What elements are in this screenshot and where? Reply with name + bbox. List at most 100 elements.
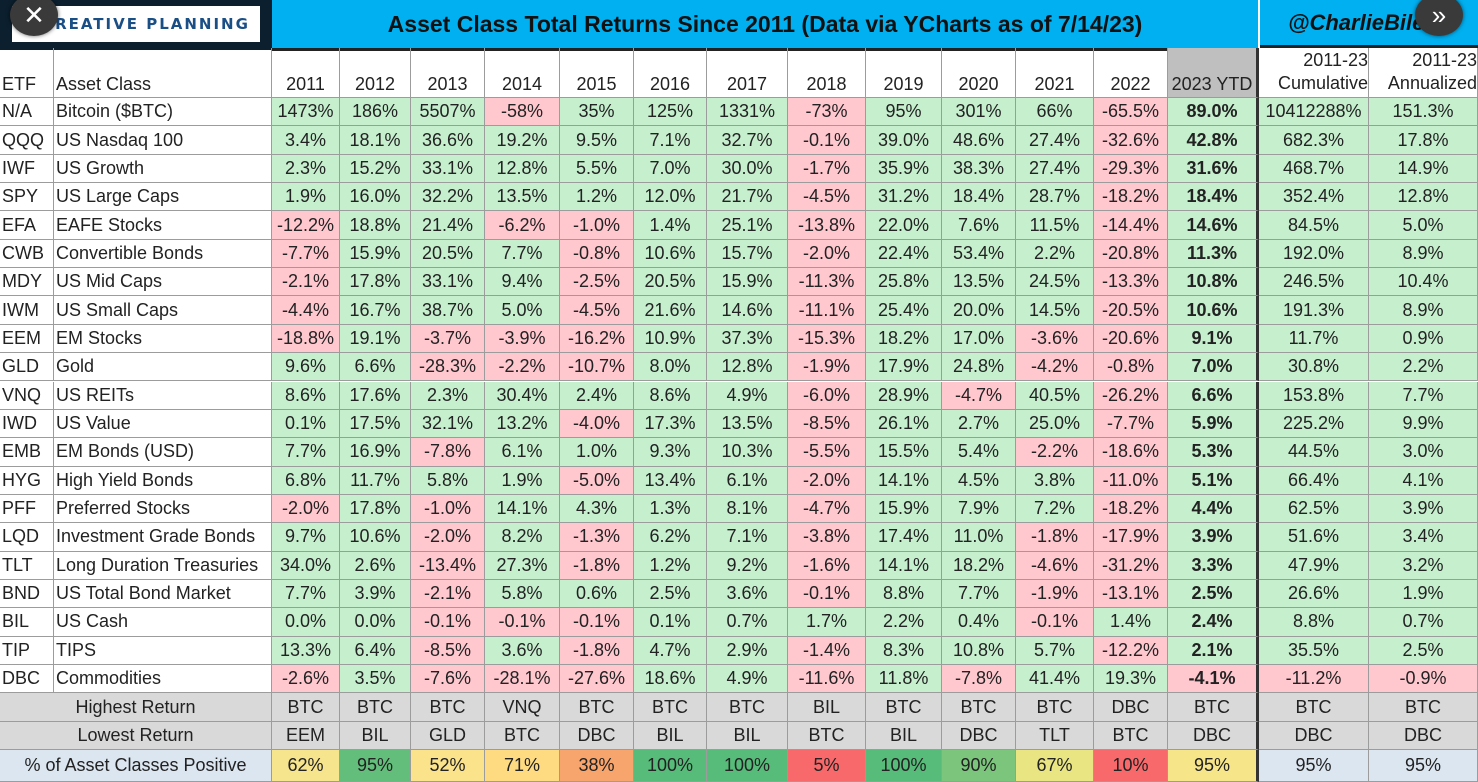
column-header-year: 2019 [866,48,942,98]
return-cell: -13.4% [411,551,485,580]
annualized-return-cell: 8.9% [1369,239,1478,269]
return-cell: 13.4% [634,466,707,495]
return-cell: 25.0% [1016,409,1094,439]
return-cell: -3.9% [485,324,560,354]
annualized-return-cell: 14.9% [1369,154,1478,184]
etf-ticker: GLD [0,353,54,382]
return-cell: 7.7% [272,579,340,609]
lowest-return-cell: DBC [1369,721,1478,751]
cumulative-return-cell: 62.5% [1259,494,1369,524]
return-cell: -1.0% [411,494,485,524]
return-cell: 8.8% [866,579,942,609]
return-cell: -0.1% [788,126,866,155]
annualized-return-cell: 12.8% [1369,183,1478,212]
next-icon[interactable]: » [1415,0,1463,36]
annualized-return-cell: 151.3% [1369,98,1478,127]
return-cell: -2.0% [411,523,485,552]
return-cell: -20.5% [1094,296,1168,325]
return-cell: 15.9% [866,494,942,524]
cumulative-return-cell: 153.8% [1259,381,1369,410]
lowest-return-cell: BIL [707,721,788,751]
return-cell: 18.2% [942,551,1016,580]
return-cell: 2.2% [1016,239,1094,269]
return-cell: 10.8% [942,636,1016,665]
percent-positive-cell: 67% [1016,750,1094,782]
lowest-return-cell: BTC [485,721,560,751]
return-cell: 13.2% [485,409,560,439]
return-cell: 13.5% [942,268,1016,297]
return-cell: 18.1% [340,126,411,155]
cumulative-return-cell: 66.4% [1259,466,1369,495]
cumulative-return-cell: 352.4% [1259,183,1369,212]
return-cell: 5.7% [1016,636,1094,665]
return-cell: -1.3% [560,523,634,552]
asset-class-name: Commodities [54,665,272,694]
return-cell: 9.7% [272,523,340,552]
return-cell: -8.5% [788,409,866,439]
highest-return-cell: DBC [1094,693,1168,722]
return-cell: 28.7% [1016,183,1094,212]
return-cell: 5.1% [1168,466,1259,495]
return-cell: 17.4% [866,523,942,552]
return-cell: 2.7% [942,409,1016,439]
return-cell: -12.2% [272,211,340,240]
return-cell: 1.2% [560,183,634,212]
annualized-return-cell: 3.0% [1369,438,1478,467]
column-header-year: 2013 [411,48,485,98]
return-cell: 2.9% [707,636,788,665]
return-cell: 15.7% [707,239,788,269]
return-cell: 6.2% [634,523,707,552]
return-cell: 40.5% [1016,381,1094,410]
cumulative-return-cell: -11.2% [1259,665,1369,694]
return-cell: 36.6% [411,126,485,155]
return-cell: 4.4% [1168,494,1259,524]
return-cell: 19.2% [485,126,560,155]
highest-return-cell: BTC [634,693,707,722]
return-cell: 66% [1016,98,1094,127]
return-cell: -11.6% [788,665,866,694]
return-cell: 2.1% [1168,636,1259,665]
cumulative-return-cell: 51.6% [1259,523,1369,552]
return-cell: 8.6% [272,381,340,410]
return-cell: 5.8% [411,466,485,495]
return-cell: 41.4% [1016,665,1094,694]
etf-ticker: IWM [0,296,54,325]
return-cell: -4.7% [942,381,1016,410]
percent-positive-cell: 62% [272,750,340,782]
return-cell: 35% [560,98,634,127]
return-cell: -3.7% [411,324,485,354]
etf-ticker: MDY [0,268,54,297]
annualized-return-cell: 3.2% [1369,551,1478,580]
return-cell: 31.6% [1168,154,1259,184]
return-cell: -3.8% [788,523,866,552]
asset-class-name: Gold [54,353,272,382]
close-icon[interactable]: ✕ [10,0,58,36]
lowest-return-cell: BIL [340,721,411,751]
return-cell: -4.0% [560,409,634,439]
highest-return-cell: BTC [340,693,411,722]
asset-class-name: US Cash [54,608,272,637]
return-cell: 3.9% [340,579,411,609]
return-cell: -32.6% [1094,126,1168,155]
return-cell: 7.1% [707,523,788,552]
percent-positive-cell: 95% [1369,750,1478,782]
return-cell: 16.9% [340,438,411,467]
return-cell: 0.7% [707,608,788,637]
return-cell: -6.0% [788,381,866,410]
return-cell: 2.3% [411,381,485,410]
return-cell: 18.8% [340,211,411,240]
cumulative-return-cell: 35.5% [1259,636,1369,665]
return-cell: 3.6% [485,636,560,665]
return-cell: 37.3% [707,324,788,354]
highest-return-cell: BTC [411,693,485,722]
return-cell: -0.8% [1094,353,1168,382]
return-cell: 1.0% [560,438,634,467]
return-cell: 17.8% [340,494,411,524]
return-cell: 2.5% [1168,579,1259,609]
annualized-return-cell: 3.9% [1369,494,1478,524]
return-cell: 21.4% [411,211,485,240]
return-cell: 7.6% [942,211,1016,240]
return-cell: -26.2% [1094,381,1168,410]
highest-return-cell: BTC [272,693,340,722]
